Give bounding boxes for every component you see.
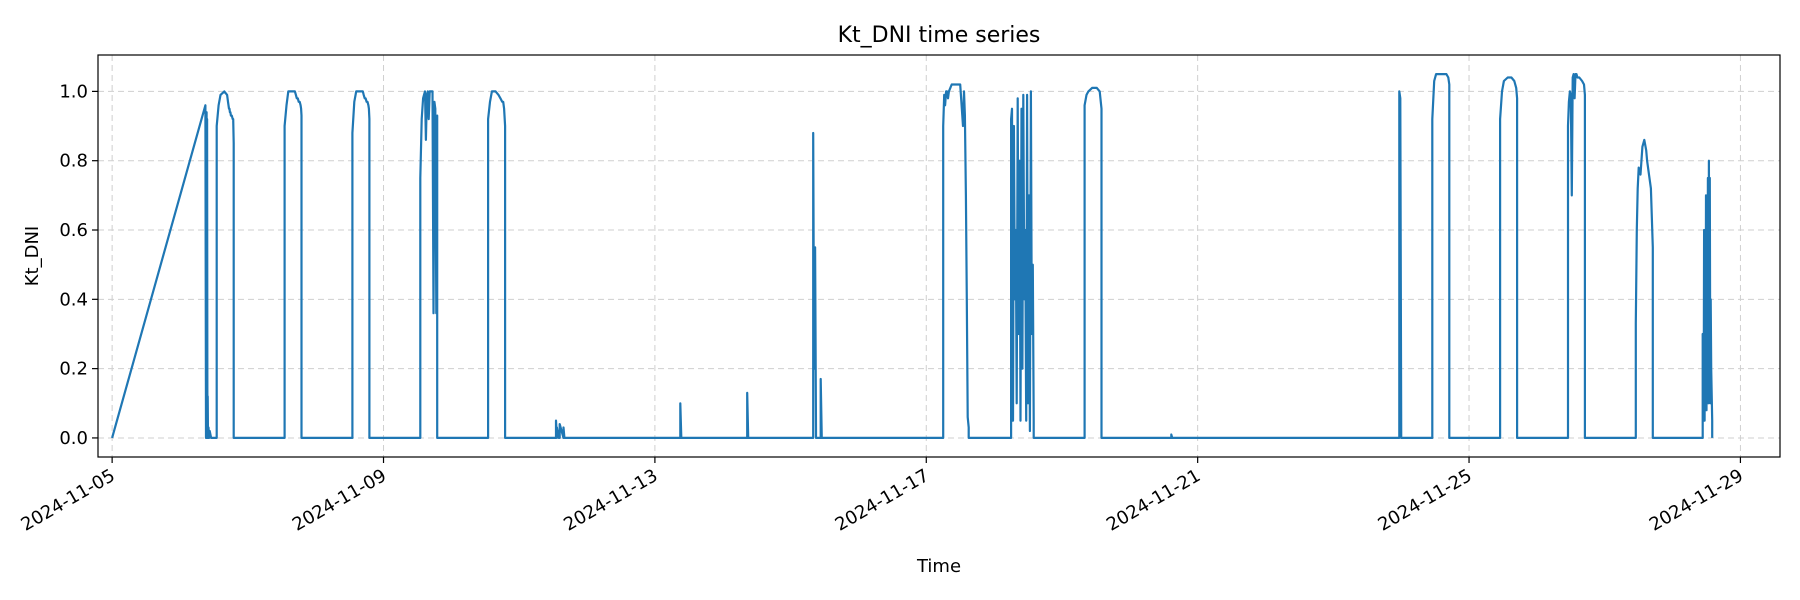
- grid-lines: [98, 55, 1780, 457]
- axes-frame: [97, 54, 1781, 458]
- x-tick-label: 2024-11-25: [1374, 465, 1475, 535]
- y-tick-label: 0.4: [59, 289, 88, 310]
- x-tick-label: 2024-11-13: [560, 465, 661, 535]
- y-tick-label: 1.0: [59, 81, 88, 102]
- y-tick-label: 0.8: [59, 151, 88, 172]
- x-tick-label: 2024-11-09: [289, 465, 390, 535]
- chart-title: Kt_DNI time series: [838, 23, 1041, 48]
- y-tick-label: 0.6: [59, 220, 88, 241]
- y-axis-label: Kt_DNI: [22, 226, 43, 287]
- y-tick-label: 0.2: [59, 359, 88, 380]
- x-tick-label: 2024-11-17: [832, 465, 933, 535]
- x-axis: 2024-11-05 2024-11-09 2024-11-13 2024-11-17…: [18, 457, 1747, 536]
- x-tick-label: 2024-11-29: [1646, 465, 1747, 535]
- x-axis-label: Time: [916, 556, 961, 577]
- y-axis: 0.0 0.2 0.4 0.6 0.8 1.0: [59, 81, 98, 449]
- x-tick-label: 2024-11-05: [18, 465, 119, 535]
- x-tick-label: 2024-11-21: [1103, 465, 1204, 535]
- series-line-0: [111, 72, 1714, 439]
- y-tick-label: 0.0: [59, 428, 88, 449]
- plot-area: [111, 72, 1714, 439]
